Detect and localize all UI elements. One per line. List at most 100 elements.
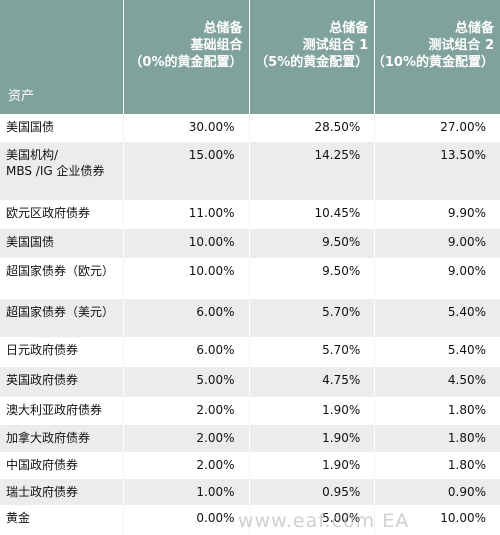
- allocation-value: 15.00%: [188, 148, 235, 162]
- asset-name-line: 英国政府债券: [6, 373, 79, 387]
- allocation-value: 1.80%: [447, 431, 486, 445]
- table-row: 日元政府债券 6.00% 5.70% 5.40%: [0, 337, 500, 367]
- allocation-cell: 10.00%: [374, 505, 500, 535]
- allocation-cell: 5.00%: [248, 505, 375, 535]
- asset-name-cell: 加拿大政府债券: [0, 425, 123, 452]
- asset-name: 澳大利亚政府债券: [6, 402, 102, 418]
- allocation-cell: 6.00%: [122, 299, 249, 337]
- asset-name-cell: 欧元区政府债券: [0, 200, 123, 229]
- asset-name-line: 日元政府债券: [6, 343, 79, 357]
- allocation-cell: 1.80%: [374, 452, 500, 479]
- allocation-cell: 27.00%: [374, 114, 500, 142]
- allocation-cell: 5.40%: [374, 299, 500, 337]
- asset-name-cell: 美国国债: [0, 114, 123, 142]
- table-row: 超国家债券（美元） 6.00% 5.70% 5.40%: [0, 299, 500, 337]
- asset-name-cell: 美国国债: [0, 229, 123, 258]
- asset-name-cell: 英国政府债券: [0, 367, 123, 397]
- allocation-cell: 1.00%: [122, 479, 249, 505]
- header-line: 基础组合: [190, 38, 243, 53]
- allocation-value: 9.50%: [322, 264, 361, 278]
- allocation-cell: 1.80%: [374, 397, 500, 425]
- asset-name: 瑞士政府债券: [6, 484, 78, 500]
- allocation-value: 0.95%: [322, 485, 361, 499]
- header-test-portfolio-2: 总储备 测试组合 2 （10%的黄金配置）: [372, 0, 500, 114]
- table-header: 资产 总储备 基础组合 （0%的黄金配置） 总储备 测试组合 1 （5%的黄金配…: [0, 0, 500, 114]
- allocation-value: 10.00%: [188, 235, 235, 249]
- allocation-cell: 2.00%: [122, 425, 249, 452]
- asset-name: 超国家债券（欧元）: [6, 263, 114, 279]
- allocation-value: 14.25%: [314, 148, 361, 162]
- allocation-value: 10.45%: [314, 206, 361, 220]
- asset-name-line: 澳大利亚政府债券: [6, 403, 103, 417]
- allocation-value: 0.90%: [447, 485, 486, 499]
- asset-name: 欧元区政府债券: [6, 205, 90, 221]
- allocation-cell: 13.50%: [374, 142, 500, 200]
- allocation-cell: 1.80%: [374, 425, 500, 452]
- allocation-cell: 4.75%: [248, 367, 375, 397]
- allocation-value: 4.50%: [447, 373, 486, 387]
- table-row: 美国机构/MBS /IG 企业债券 15.00% 14.25% 13.50%: [0, 142, 500, 200]
- asset-name-line: 超国家债券（欧元）: [6, 264, 115, 278]
- allocation-value: 10.00%: [188, 264, 235, 278]
- allocation-cell: 9.00%: [374, 229, 500, 258]
- allocation-value: 27.00%: [440, 120, 486, 134]
- allocation-cell: 9.00%: [374, 258, 500, 299]
- asset-name: 日元政府债券: [6, 342, 78, 358]
- allocation-value: 11.00%: [188, 206, 235, 220]
- asset-name-cell: 超国家债券（欧元）: [0, 258, 123, 299]
- allocation-cell: 5.70%: [248, 299, 375, 337]
- asset-name-line: 瑞士政府债券: [6, 485, 79, 499]
- allocation-cell: 5.70%: [248, 337, 375, 367]
- allocation-value: 5.70%: [322, 305, 361, 319]
- asset-name: 加拿大政府债券: [6, 430, 90, 446]
- allocation-value: 6.00%: [196, 305, 235, 319]
- allocation-value: 1.00%: [196, 485, 235, 499]
- allocation-value: 2.00%: [196, 431, 235, 445]
- allocation-value: 1.90%: [322, 403, 361, 417]
- allocation-cell: 28.50%: [248, 114, 375, 142]
- table-row: 美国国债 10.00% 9.50% 9.00%: [0, 229, 500, 258]
- allocation-cell: 11.00%: [122, 200, 249, 229]
- allocation-cell: 10.00%: [122, 258, 249, 299]
- allocation-value: 5.70%: [322, 343, 361, 357]
- header-line: 测试组合 2: [428, 38, 494, 53]
- asset-name: 美国机构/MBS /IG 企业债券: [6, 147, 105, 179]
- allocation-value: 2.00%: [196, 403, 235, 417]
- allocation-cell: 4.50%: [374, 367, 500, 397]
- asset-name: 英国政府债券: [6, 372, 78, 388]
- header-line: 总储备: [329, 21, 369, 36]
- asset-name-line: 美国国债: [6, 235, 55, 249]
- asset-name-line: 中国政府债券: [6, 458, 79, 472]
- asset-name: 超国家债券（美元）: [6, 304, 114, 320]
- allocation-value: 5.00%: [322, 511, 361, 525]
- header-line: （0%的黄金配置）: [129, 55, 243, 70]
- asset-name-cell: 黄金: [0, 505, 123, 535]
- header-line: （5%的黄金配置）: [255, 55, 369, 70]
- header-line: 测试组合 1: [302, 38, 369, 53]
- allocation-cell: 10.00%: [122, 229, 249, 258]
- allocation-value: 1.90%: [322, 458, 361, 472]
- allocation-cell: 0.95%: [248, 479, 375, 505]
- allocation-cell: 10.45%: [248, 200, 375, 229]
- asset-name: 黄金: [6, 510, 30, 526]
- asset-name: 美国国债: [6, 119, 54, 135]
- allocation-value: 9.00%: [447, 264, 486, 278]
- allocation-cell: 14.25%: [248, 142, 375, 200]
- allocation-value: 30.00%: [188, 120, 235, 134]
- asset-name-cell: 澳大利亚政府债券: [0, 397, 123, 425]
- allocation-value: 10.00%: [440, 511, 486, 525]
- allocation-value: 1.80%: [447, 403, 486, 417]
- table-row: 英国政府债券 5.00% 4.75% 4.50%: [0, 367, 500, 397]
- allocation-cell: 6.00%: [122, 337, 249, 367]
- header-base-portfolio: 总储备 基础组合 （0%的黄金配置）: [122, 0, 249, 114]
- allocation-cell: 30.00%: [122, 114, 249, 142]
- table-row: 超国家债券（欧元） 10.00% 9.50% 9.00%: [0, 258, 500, 299]
- allocation-cell: 0.90%: [374, 479, 500, 505]
- asset-name-cell: 超国家债券（美元）: [0, 299, 123, 337]
- allocation-cell: 15.00%: [122, 142, 249, 200]
- asset-name-line: 超国家债券（美元）: [6, 305, 115, 319]
- allocation-cell: 2.00%: [122, 452, 249, 479]
- allocation-value: 5.40%: [447, 343, 486, 357]
- header-test-portfolio-1: 总储备 测试组合 1 （5%的黄金配置）: [248, 0, 375, 114]
